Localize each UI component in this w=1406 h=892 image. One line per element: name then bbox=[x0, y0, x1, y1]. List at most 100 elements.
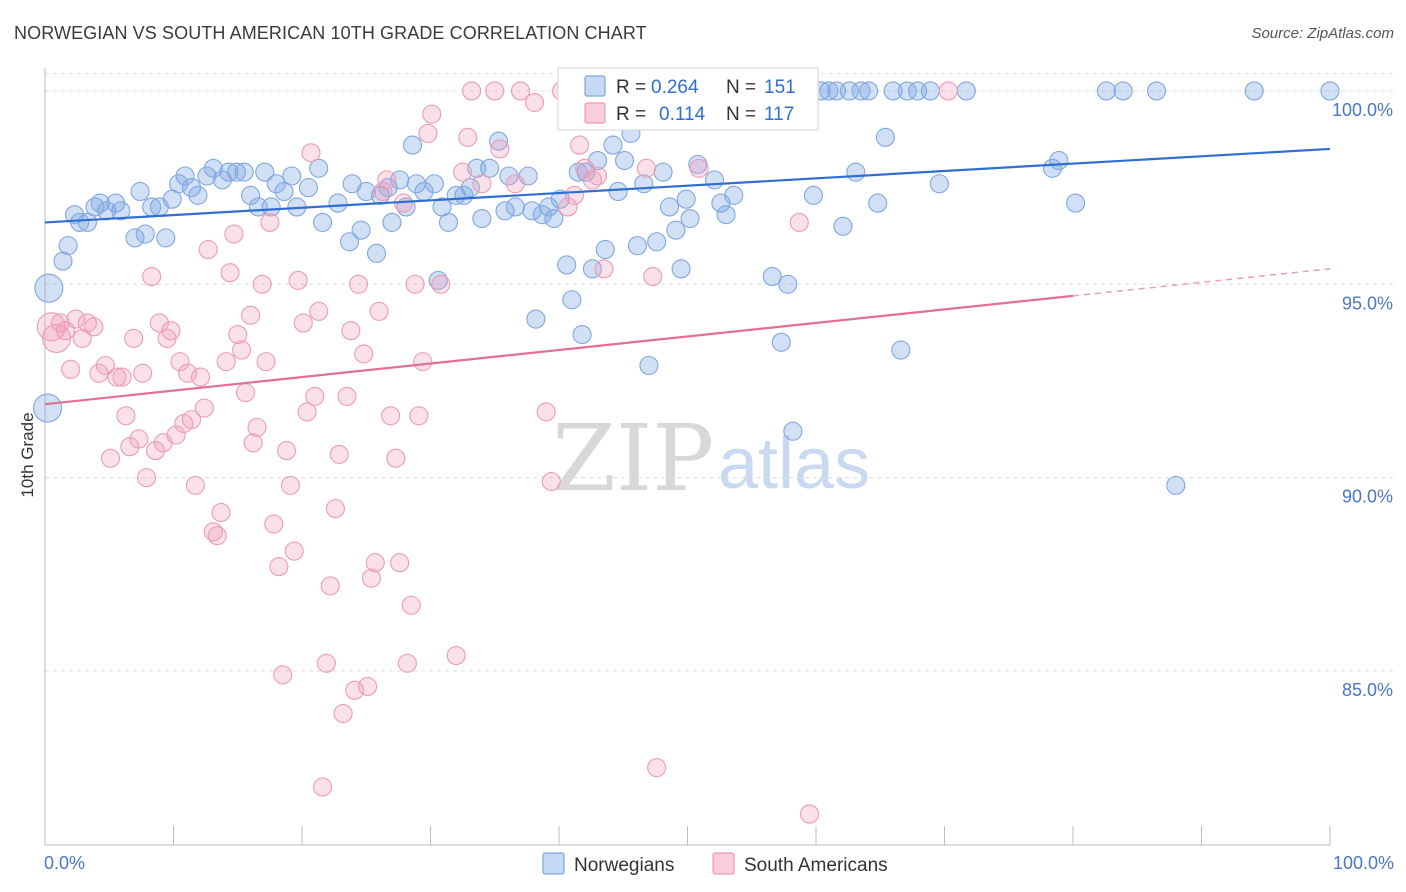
point-norwegians bbox=[771, 332, 791, 352]
point-south-americans bbox=[373, 181, 393, 202]
point-norwegians bbox=[666, 220, 686, 240]
point-norwegians bbox=[778, 274, 798, 294]
point-norwegians bbox=[1096, 81, 1116, 101]
point-south-americans bbox=[84, 317, 104, 337]
point-norwegians bbox=[111, 201, 131, 221]
legend-n-label-1: N = bbox=[726, 77, 756, 98]
point-norwegians bbox=[526, 309, 546, 329]
point-south-americans bbox=[570, 135, 590, 155]
point-norwegians bbox=[875, 127, 895, 147]
point-south-americans bbox=[66, 309, 86, 329]
point-norwegians bbox=[859, 81, 879, 101]
point-norwegians bbox=[505, 197, 525, 217]
axes bbox=[44, 68, 1331, 846]
legend-n-value-1: 151 bbox=[764, 77, 796, 98]
point-norwegians bbox=[130, 181, 150, 202]
point-norwegians bbox=[1146, 81, 1167, 101]
point-south-americans bbox=[401, 595, 421, 615]
point-south-americans bbox=[431, 274, 451, 294]
point-south-americans bbox=[453, 162, 473, 182]
chart-title: NORWEGIAN VS SOUTH AMERICAN 10TH GRADE C… bbox=[14, 23, 647, 43]
series-legend-label-norwegians: Norwegians bbox=[574, 855, 674, 876]
point-norwegians bbox=[34, 273, 64, 303]
point-norwegians bbox=[424, 174, 444, 194]
point-south-americans bbox=[643, 267, 663, 287]
point-norwegians bbox=[480, 158, 500, 178]
trend-line-south-americans-projection bbox=[1072, 268, 1331, 297]
point-south-americans bbox=[207, 526, 227, 546]
point-south-americans bbox=[361, 568, 381, 588]
y-tick-label: 100.0% bbox=[1332, 100, 1393, 120]
point-south-americans bbox=[409, 406, 429, 426]
point-norwegians bbox=[472, 208, 492, 229]
point-norwegians bbox=[261, 197, 281, 217]
point-norwegians bbox=[241, 185, 261, 205]
point-south-americans bbox=[228, 325, 248, 345]
point-south-americans bbox=[269, 557, 289, 577]
point-south-americans bbox=[260, 212, 280, 232]
point-south-americans bbox=[280, 475, 300, 495]
point-norwegians bbox=[255, 162, 275, 182]
point-south-americans bbox=[264, 514, 284, 534]
point-norwegians bbox=[298, 178, 318, 198]
point-norwegians bbox=[489, 131, 509, 151]
point-norwegians bbox=[562, 290, 582, 310]
point-norwegians bbox=[356, 181, 376, 202]
point-norwegians bbox=[704, 170, 725, 190]
point-south-americans bbox=[313, 777, 333, 797]
series-legend-swatch-south-americans bbox=[712, 852, 735, 875]
point-norwegians bbox=[169, 174, 189, 194]
point-south-americans bbox=[541, 471, 561, 492]
point-norwegians bbox=[226, 162, 247, 182]
point-norwegians bbox=[402, 135, 423, 155]
point-south-americans bbox=[145, 441, 166, 461]
point-norwegians bbox=[724, 185, 744, 205]
point-norwegians bbox=[544, 208, 564, 229]
point-south-americans bbox=[462, 81, 482, 101]
point-south-americans bbox=[405, 274, 425, 294]
x-tick-label-min: 0.0% bbox=[44, 853, 85, 873]
point-norwegians bbox=[868, 193, 888, 213]
point-norwegians bbox=[659, 197, 680, 217]
point-south-americans bbox=[211, 502, 231, 522]
trend-line-south-americans bbox=[44, 294, 1074, 406]
point-south-americans bbox=[647, 758, 667, 778]
point-south-americans bbox=[689, 158, 709, 178]
point-south-americans bbox=[422, 104, 442, 124]
point-south-americans bbox=[190, 367, 211, 387]
point-south-americans bbox=[377, 170, 397, 190]
point-south-americans bbox=[129, 429, 149, 449]
point-south-americans bbox=[181, 410, 202, 430]
point-norwegians bbox=[557, 255, 577, 275]
legend-r-value-2: 0.114 bbox=[659, 104, 706, 125]
point-south-americans bbox=[446, 645, 466, 666]
point-south-americans bbox=[325, 499, 345, 519]
point-norwegians bbox=[603, 135, 623, 155]
point-south-americans bbox=[107, 367, 127, 387]
point-south-americans bbox=[341, 321, 361, 341]
point-south-americans bbox=[293, 313, 313, 333]
point-south-americans bbox=[333, 703, 353, 724]
point-norwegians bbox=[85, 197, 105, 217]
point-south-americans bbox=[161, 321, 181, 341]
point-south-americans bbox=[95, 355, 115, 376]
point-norwegians bbox=[783, 421, 803, 441]
point-south-americans bbox=[100, 448, 121, 468]
point-norwegians bbox=[181, 178, 202, 198]
point-south-americans bbox=[112, 367, 132, 387]
point-south-americans bbox=[61, 359, 81, 379]
point-norwegians bbox=[839, 81, 859, 101]
point-south-americans bbox=[72, 328, 92, 348]
point-norwegians bbox=[762, 267, 782, 287]
point-south-americans bbox=[235, 383, 256, 403]
point-south-americans bbox=[386, 448, 406, 468]
point-south-americans bbox=[203, 522, 223, 542]
point-south-americans bbox=[505, 174, 525, 194]
series-legend: Norwegians South Americans bbox=[542, 852, 888, 876]
point-south-americans bbox=[252, 274, 272, 294]
point-south-americans bbox=[216, 352, 236, 372]
point-south-americans bbox=[185, 475, 205, 495]
trend-lines bbox=[44, 147, 1331, 406]
y-tick-label: 95.0% bbox=[1342, 293, 1393, 313]
point-south-americans bbox=[345, 680, 365, 700]
